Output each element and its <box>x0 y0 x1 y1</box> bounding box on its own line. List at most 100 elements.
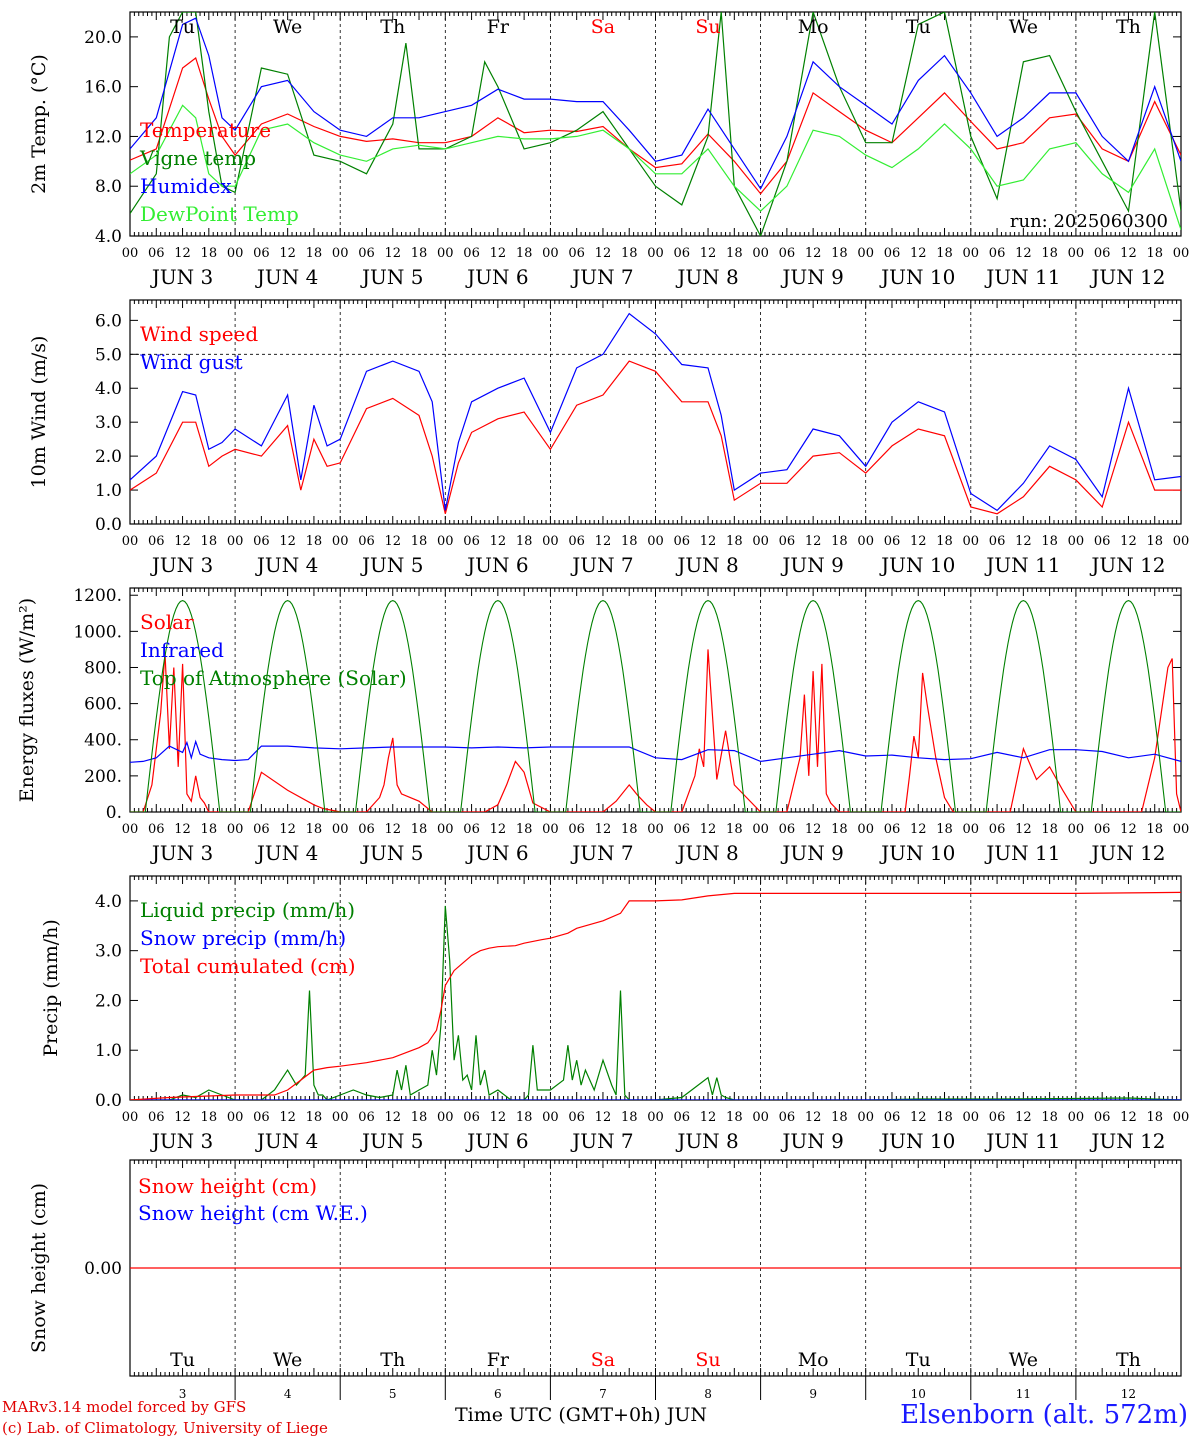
hour-tick-label: 06 <box>989 246 1006 261</box>
hour-tick-label: 06 <box>1094 822 1111 837</box>
hour-tick-label: 06 <box>779 1110 796 1125</box>
date-label: JUN 11 <box>984 841 1060 865</box>
y-axis-label: Precip (mm/h) <box>40 919 62 1057</box>
hour-tick-label: 12 <box>910 246 927 261</box>
weekday-label: Fr <box>487 16 510 38</box>
date-label: JUN 3 <box>150 841 213 865</box>
hour-tick-label: 00 <box>1173 822 1190 837</box>
y-tick-label: 4.0 <box>95 379 122 399</box>
y-tick-label: 4.0 <box>95 227 122 247</box>
hour-tick-label: 00 <box>647 534 664 549</box>
hour-tick-label: 00 <box>122 822 139 837</box>
date-label: JUN 11 <box>984 1129 1060 1153</box>
weekday-label: Tu <box>906 16 931 38</box>
hour-tick-label: 18 <box>1041 822 1058 837</box>
y-tick-label: 600. <box>84 695 122 715</box>
day-number-label: 6 <box>494 1387 502 1401</box>
hour-tick-label: 06 <box>884 534 901 549</box>
hour-tick-label: 12 <box>490 246 507 261</box>
weekday-label: Th <box>1116 16 1141 38</box>
hour-tick-label: 12 <box>1015 1110 1032 1125</box>
hour-tick-label: 18 <box>516 822 533 837</box>
weekday-label: We <box>273 1349 302 1371</box>
hour-tick-label: 06 <box>989 822 1006 837</box>
weekday-label: Tu <box>170 1349 195 1371</box>
hour-tick-label: 00 <box>227 822 244 837</box>
model-credit: MARv3.14 model forced by GFS <box>2 1398 247 1416</box>
hour-tick-label: 00 <box>542 822 559 837</box>
y-axis-3: 0.0 1.0 2.0 3.0 4.0 Precip (mm/h) <box>40 892 1181 1111</box>
run-label: run: 2025060300 <box>1010 211 1168 232</box>
hour-tick-label: 18 <box>411 822 428 837</box>
hour-tick-label: 00 <box>542 246 559 261</box>
date-label: JUN 4 <box>255 841 318 865</box>
weekday-label: We <box>1009 16 1038 38</box>
hour-tick-label: 12 <box>1015 246 1032 261</box>
weekday-label: Mo <box>798 1349 829 1371</box>
weekday-label: Sa <box>591 16 615 38</box>
day-number-label: 12 <box>1121 1387 1136 1401</box>
hour-tick-label: 12 <box>595 1110 612 1125</box>
date-label: JUN 5 <box>360 265 423 289</box>
hour-tick-label: 00 <box>857 1110 874 1125</box>
y-tick-label: 5.0 <box>95 345 122 365</box>
date-label: JUN 10 <box>879 265 955 289</box>
legend-entry: Wind gust <box>140 350 243 374</box>
hour-tick-label: 00 <box>963 246 980 261</box>
hour-tick-label: 18 <box>411 246 428 261</box>
hour-tick-label: 12 <box>805 246 822 261</box>
series-line-dewpoint-temp <box>130 104 1181 230</box>
hour-tick-label: 12 <box>490 1110 507 1125</box>
hour-tick-label: 06 <box>674 534 691 549</box>
date-label: JUN 8 <box>675 1129 738 1153</box>
weekday-label: We <box>1009 1349 1038 1371</box>
legend-entry: Solar <box>140 610 194 634</box>
hour-tick-label: 00 <box>542 534 559 549</box>
hour-tick-label: 12 <box>279 534 296 549</box>
y-tick-label: 1000. <box>73 622 122 642</box>
legend-entry: Snow height (cm W.E.) <box>138 1201 368 1225</box>
hour-tick-label: 12 <box>384 1110 401 1125</box>
y-tick-label: 6.0 <box>95 311 122 331</box>
hour-tick-label: 12 <box>910 1110 927 1125</box>
hour-tick-label: 18 <box>1146 246 1163 261</box>
y-tick-label: 400. <box>84 731 122 751</box>
series-group-2 <box>130 312 1181 515</box>
hour-tick-label: 00 <box>857 246 874 261</box>
hour-tick-label: 00 <box>437 822 454 837</box>
y-tick-label: 1.0 <box>95 481 122 501</box>
series-line-top-of-atmosphere-solar- <box>130 600 1181 812</box>
hour-tick-label: 06 <box>253 534 270 549</box>
hour-tick-label: 12 <box>805 534 822 549</box>
date-label: JUN 3 <box>150 1129 213 1153</box>
hour-tick-label: 12 <box>595 246 612 261</box>
weekday-label: Th <box>380 16 405 38</box>
hour-tick-label: 06 <box>253 246 270 261</box>
hour-tick-label: 00 <box>1068 1110 1085 1125</box>
legend-entry: Infrared <box>140 638 224 662</box>
hour-tick-label: 06 <box>989 1110 1006 1125</box>
date-label: JUN 4 <box>255 265 318 289</box>
date-label: JUN 3 <box>150 265 213 289</box>
hour-tick-label: 12 <box>805 822 822 837</box>
hour-tick-label: 18 <box>306 534 323 549</box>
date-label: JUN 8 <box>675 841 738 865</box>
y-tick-label: 0.0 <box>95 1091 122 1111</box>
hour-tick-label: 06 <box>463 1110 480 1125</box>
y-tick-label: 0.00 <box>84 1259 122 1279</box>
weekday-label: Tu <box>906 1349 931 1371</box>
hour-tick-label: 06 <box>884 1110 901 1125</box>
weekday-label: Th <box>380 1349 405 1371</box>
x-axis-3: 00 06 12 18 00 06 12 18 00 06 12 18 00 06 12 18 00 06 12 18… <box>122 876 1189 1153</box>
hour-tick-label: 12 <box>174 246 191 261</box>
weekday-label: Tu <box>170 16 195 38</box>
y-axis-2: 0. 200. 400. 600. 800. 1000. 1200. Energy fluxe… <box>16 586 1181 823</box>
hour-tick-label: 12 <box>910 534 927 549</box>
hour-tick-label: 00 <box>1173 246 1190 261</box>
hour-tick-label: 18 <box>831 534 848 549</box>
series-line-humidex <box>130 17 1181 190</box>
hour-tick-label: 12 <box>1120 1110 1137 1125</box>
hour-tick-label: 06 <box>358 246 375 261</box>
legend-entry: Snow precip (mm/h) <box>140 926 346 950</box>
date-label: JUN 10 <box>879 841 955 865</box>
